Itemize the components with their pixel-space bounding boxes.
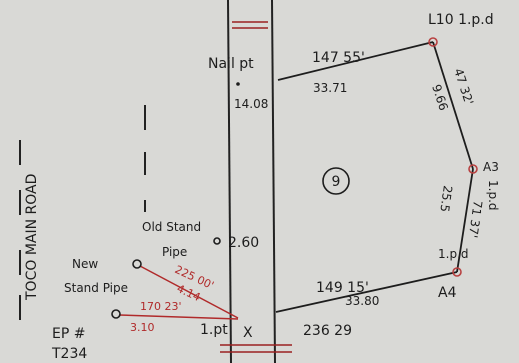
boundary-x-a4 bbox=[275, 271, 458, 313]
lot-number: 9 bbox=[332, 174, 341, 190]
new-stand-pipe-point bbox=[132, 259, 142, 269]
distance-x-a4: 33.80 bbox=[345, 294, 379, 308]
boundary-lines bbox=[275, 41, 474, 313]
new-stand-pipe-label-1: New bbox=[72, 257, 98, 271]
tie-lines bbox=[118, 265, 239, 320]
a3-label: A3 bbox=[483, 160, 499, 174]
nail-dot bbox=[236, 82, 240, 86]
ep-point bbox=[111, 309, 121, 319]
nail-offset: 14.08 bbox=[234, 97, 268, 111]
peg-a3 bbox=[468, 164, 478, 174]
ep-label: EP # bbox=[52, 326, 85, 342]
peg-a4 bbox=[452, 267, 462, 277]
boundary-l10-a3 bbox=[432, 41, 474, 170]
bearing-x-a4: 149 15' bbox=[316, 280, 369, 296]
tie-line-new-stand-pipe bbox=[139, 265, 239, 319]
lot-number-circle bbox=[322, 167, 350, 195]
feature-points bbox=[111, 237, 221, 319]
x-point-label: 1.pt bbox=[200, 322, 228, 338]
a4-suffix: 1.p.d bbox=[438, 247, 469, 261]
road bbox=[227, 0, 276, 363]
pegs bbox=[428, 37, 478, 277]
tie-line-ep bbox=[118, 314, 239, 320]
new-stand-pipe-label-2: Stand Pipe bbox=[64, 281, 128, 295]
old-stand-pipe-point bbox=[213, 237, 221, 245]
closing-bearing: 236 29 bbox=[303, 323, 352, 339]
old-stand-pipe-label-2: Pipe bbox=[162, 245, 187, 259]
road-name: TOCO MAIN ROAD bbox=[24, 174, 40, 301]
peg-l10 bbox=[428, 37, 438, 47]
l10-label: L10 1.p.d bbox=[428, 12, 494, 28]
bearing-a3-a4: 71 37' bbox=[466, 200, 485, 239]
road-tick-marks bbox=[220, 21, 292, 353]
old-stand-pipe-offset: 2.60 bbox=[228, 235, 259, 251]
a3-suffix: 1.p.d bbox=[486, 180, 500, 211]
road-edge-left bbox=[227, 0, 232, 363]
boundary-nail-l10 bbox=[277, 41, 434, 81]
distance-a3-a4: 25.5 bbox=[437, 185, 455, 213]
bearing-nail-l10: 147 55' bbox=[312, 50, 365, 66]
boundary-a3-a4 bbox=[456, 168, 474, 273]
distance-nail-l10: 33.71 bbox=[313, 81, 347, 95]
old-stand-pipe-label-1: Old Stand bbox=[142, 220, 201, 234]
nail-label: Nail pt bbox=[208, 56, 254, 72]
a4-label: A4 bbox=[438, 285, 457, 301]
ep-id: T234 bbox=[51, 346, 87, 362]
road-edge-right bbox=[271, 0, 276, 363]
tie-bearing-ep: 170 23' bbox=[140, 300, 182, 313]
x-mark: X bbox=[243, 325, 253, 341]
tie-distance-ep: 3.10 bbox=[130, 321, 155, 334]
